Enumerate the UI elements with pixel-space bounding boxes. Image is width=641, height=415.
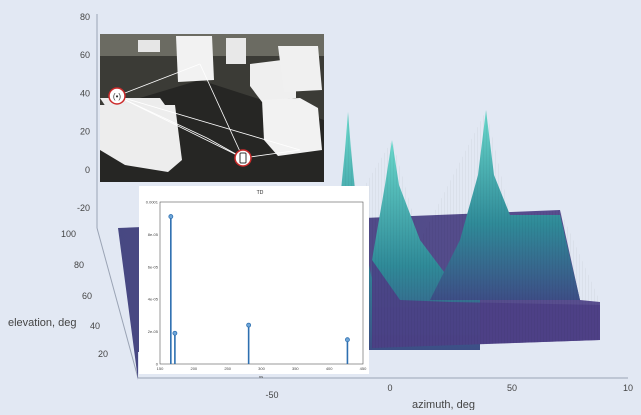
y-tick-label: 100: [61, 229, 76, 239]
y-axis-line: [96, 227, 139, 379]
y-tick-label: 60: [82, 291, 92, 301]
stem-x-tick-label: 400: [326, 366, 333, 371]
stem-plot-frame: [159, 201, 364, 365]
stem-y-tick-label: 0: [156, 362, 159, 367]
y-tick-label: 40: [90, 321, 100, 331]
stem-mark: [168, 214, 174, 364]
building: [138, 40, 160, 52]
z-tick-label: -20: [77, 203, 90, 213]
x-tick-label: 50: [507, 383, 517, 393]
y-tick-label: 80: [74, 260, 84, 270]
phone-icon: [234, 149, 252, 167]
svg-text:(•): (•): [113, 92, 121, 101]
stem-y-tick-label: 0.0001: [146, 200, 159, 205]
stem-plot-title: TD: [257, 190, 264, 196]
z-tick-label: 20: [80, 127, 90, 137]
stem-y-tick-label: 2e-05: [148, 329, 159, 334]
x-tick-label: 10: [623, 383, 633, 393]
stem-marker: [168, 214, 174, 219]
z-tick-label: 60: [80, 50, 90, 60]
stem-plot-inset: TD 0 2e-05 4e-05 6e-05 8e-05 0.0001 150 200 250…: [139, 186, 369, 379]
z-tick-label: 0: [85, 165, 90, 175]
stem-y-tick-label: 4e-05: [148, 297, 159, 302]
stem-x-tick-label: 150: [157, 366, 164, 371]
street-scene-inset: (•): [100, 34, 324, 182]
stem-x-tick-label: 250: [224, 366, 231, 371]
stem-x-tick-label: 200: [190, 366, 197, 371]
x-tick-labels: -50 0 50 10: [265, 383, 633, 400]
y-tick-labels: 20 40 60 80 100: [61, 229, 108, 359]
building: [278, 46, 322, 92]
stem-marker: [172, 330, 178, 336]
x-tick-label: 0: [387, 383, 392, 393]
stem-y-tick-labels: 0 2e-05 4e-05 6e-05 8e-05 0.0001: [146, 200, 159, 367]
z-tick-labels: 80 60 40 20 0 -20: [77, 12, 90, 213]
building: [100, 105, 182, 172]
z-tick-label: 40: [80, 88, 90, 98]
building: [176, 36, 214, 82]
y-axis-label: elevation, deg: [8, 317, 77, 329]
stem-mark: [246, 322, 252, 364]
stem-x-tick-label: 450: [360, 366, 367, 371]
x-axis-label: azimuth, deg: [412, 399, 475, 410]
stem-x-axis-label: ns: [259, 374, 263, 379]
building: [262, 98, 322, 156]
stem-marker: [246, 322, 252, 328]
stem-x-tick-label: 300: [258, 366, 265, 371]
stem-plot-background: [139, 186, 369, 374]
stem-x-tick-labels: 150 200 250 300 350 400 450: [157, 366, 367, 371]
y-tick-label: 20: [98, 349, 108, 359]
stem-mark: [345, 337, 350, 364]
stems: [168, 214, 350, 364]
stem-x-tick-label: 350: [292, 366, 299, 371]
stem-y-tick-label: 6e-05: [148, 264, 159, 269]
stem-y-tick-label: 8e-05: [148, 232, 159, 237]
antenna-icon: (•): [108, 87, 126, 105]
stem-mark: [172, 330, 178, 364]
z-tick-label: 80: [80, 12, 90, 22]
stem-marker: [345, 337, 350, 343]
x-tick-label: -50: [265, 390, 278, 400]
building: [226, 38, 246, 64]
